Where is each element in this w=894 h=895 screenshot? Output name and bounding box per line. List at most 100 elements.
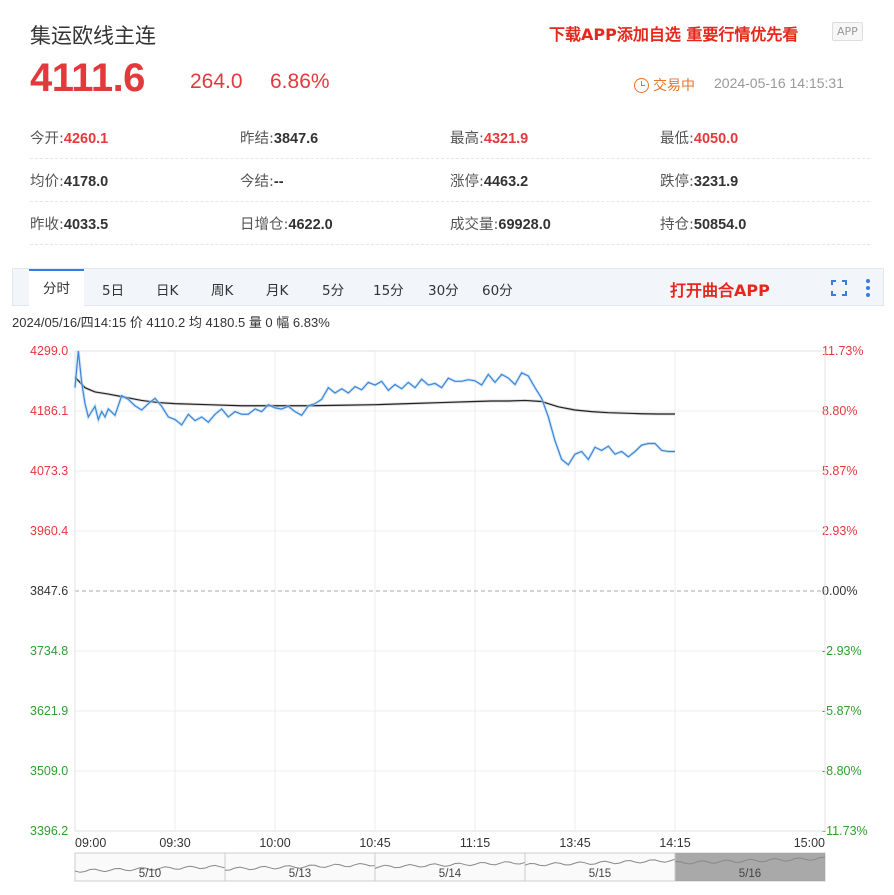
y-tick-label-right: -2.93% — [822, 644, 862, 658]
contract-title: 集运欧线主连 — [30, 24, 156, 48]
y-tick-label-left: 4299.0 — [30, 344, 68, 358]
stat-label: 今结: — [240, 173, 274, 190]
stat-label: 昨收: — [30, 216, 64, 233]
stat-value: 4033.5 — [63, 216, 109, 233]
stat-value: 3847.6 — [273, 130, 319, 147]
tab-weekly-k[interactable]: 周K — [211, 283, 234, 299]
x-tick-label: 13:45 — [559, 836, 590, 850]
stat-label: 日增仓: — [240, 216, 289, 233]
tab-monthly-k[interactable]: 月K — [266, 283, 289, 299]
overview-sparkline — [524, 858, 676, 867]
y-tick-label-left: 3621.9 — [30, 704, 68, 718]
stat-value: 4463.2 — [483, 173, 529, 190]
stats-row: 今开:4260.1 昨结:3847.6 最高:4321.9 最低:4050.0 — [30, 116, 870, 159]
stat-settle: 今结:-- — [240, 170, 450, 191]
price-change-pct: 6.86% — [270, 70, 330, 93]
y-tick-label-right: 11.73% — [822, 344, 863, 358]
tab-15min[interactable]: 15分 — [373, 283, 404, 299]
intraday-chart[interactable]: 4299.0 11.73% 4186.1 8.80% 4073.3 5.87% 3960.4… — [0, 335, 894, 895]
stat-label: 最低: — [660, 130, 694, 147]
stat-label: 今开: — [30, 130, 64, 147]
overview-day-label: 5/15 — [589, 868, 611, 880]
overview-day-label: 5/13 — [289, 868, 311, 880]
crosshair-info-line: 2024/05/16/四14:15 价 4110.2 均 4180.5 量 0 … — [12, 315, 330, 330]
trading-status-label: 交易中 — [653, 78, 695, 94]
stat-volume: 成交量:69928.0 — [450, 213, 660, 234]
last-price: 4111.6 — [30, 56, 145, 100]
app-badge[interactable]: APP — [832, 22, 863, 41]
stat-prev-settle: 昨结:3847.6 — [240, 127, 450, 148]
tab-60min[interactable]: 60分 — [482, 283, 513, 299]
stat-value: 50854.0 — [693, 216, 747, 233]
stat-limit-down: 跌停:3231.9 — [660, 170, 870, 191]
stats-row: 均价:4178.0 今结:-- 涨停:4463.2 跌停:3231.9 — [30, 159, 870, 202]
x-tick-label: 14:15 — [659, 836, 690, 850]
y-tick-label-left: 3509.0 — [30, 764, 68, 778]
stat-avg: 均价:4178.0 — [30, 170, 240, 191]
stat-value: 3231.9 — [693, 173, 739, 190]
y-tick-label-right: -5.87% — [822, 704, 862, 718]
stat-prev-close: 昨收:4033.5 — [30, 213, 240, 234]
stat-low: 最低:4050.0 — [660, 127, 870, 148]
stat-label: 昨结: — [240, 130, 274, 147]
x-tick-label: 11:15 — [460, 836, 490, 850]
stats-row: 昨收:4033.5 日增仓:4622.0 成交量:69928.0 持仓:5085… — [30, 202, 870, 245]
chart-tab-bar: 分时 5日 日K 周K 月K 5分 15分 30分 60分 打开曲合APP — [12, 268, 884, 306]
stat-label: 最高: — [450, 130, 484, 147]
overview-sparkline — [74, 864, 226, 873]
stat-label: 涨停: — [450, 173, 484, 190]
stat-open-interest: 持仓:50854.0 — [660, 213, 870, 234]
fullscreen-icon[interactable] — [831, 280, 847, 296]
price-change: 264.0 — [190, 70, 243, 93]
tab-daily-k[interactable]: 日K — [156, 283, 179, 299]
x-tick-label: 09:30 — [159, 836, 190, 850]
stat-value: 69928.0 — [498, 216, 551, 233]
stat-limit-up: 涨停:4463.2 — [450, 170, 660, 191]
y-tick-label-right: 5.87% — [822, 464, 857, 478]
stat-oi-change: 日增仓:4622.0 — [240, 213, 450, 234]
overview-day-label: 5/10 — [139, 868, 161, 880]
stat-label: 持仓: — [660, 216, 694, 233]
y-tick-label-right: -11.73% — [822, 824, 868, 838]
x-tick-label: 10:00 — [259, 836, 290, 850]
y-tick-label-left: 3734.8 — [30, 644, 68, 658]
open-app-link[interactable]: 打开曲合APP — [670, 281, 770, 300]
price-line — [74, 350, 675, 466]
tab-5day[interactable]: 5日 — [102, 283, 125, 299]
x-tick-label: 15:00 — [794, 836, 825, 850]
y-tick-label-right: 2.93% — [822, 524, 857, 538]
stat-value: -- — [273, 173, 284, 190]
trading-status: 交易中 — [634, 75, 695, 95]
x-tick-label: 10:45 — [359, 836, 390, 850]
tab-5min[interactable]: 5分 — [322, 283, 345, 299]
overview-sparkline — [674, 856, 826, 865]
y-tick-label-left: 3847.6 — [30, 584, 68, 598]
quote-timestamp: 2024-05-16 14:15:31 — [714, 75, 844, 91]
overview-day-label: 5/14 — [439, 868, 462, 880]
y-tick-label-right: -8.80% — [822, 764, 862, 778]
stat-label: 均价: — [30, 173, 64, 190]
y-tick-label-left: 3960.4 — [30, 524, 68, 538]
plot-border — [74, 350, 826, 832]
overview-day-label: 5/16 — [739, 868, 761, 880]
avg-price-line — [74, 376, 675, 415]
stat-value: 4050.0 — [693, 130, 739, 147]
tab-30min[interactable]: 30分 — [428, 283, 459, 299]
overview-sparkline — [224, 862, 376, 871]
stat-label: 成交量: — [450, 216, 499, 233]
stat-value: 4178.0 — [63, 173, 109, 190]
download-app-promo[interactable]: 下载APP添加自选 重要行情优先看 — [549, 25, 799, 44]
stat-label: 跌停: — [660, 173, 694, 190]
tab-intraday[interactable]: 分时 — [29, 269, 84, 306]
stat-high: 最高:4321.9 — [450, 127, 660, 148]
y-tick-label-right: 0.00% — [822, 584, 857, 598]
y-tick-label-right: 8.80% — [822, 404, 857, 418]
more-vertical-icon[interactable] — [865, 278, 871, 298]
y-tick-label-left: 3396.2 — [30, 824, 68, 838]
stat-value: 4260.1 — [63, 130, 109, 147]
stat-open: 今开:4260.1 — [30, 127, 240, 148]
y-tick-label-left: 4186.1 — [30, 404, 68, 418]
clock-icon — [634, 77, 649, 93]
stat-value: 4321.9 — [483, 130, 529, 147]
overview-sparkline — [374, 861, 526, 869]
